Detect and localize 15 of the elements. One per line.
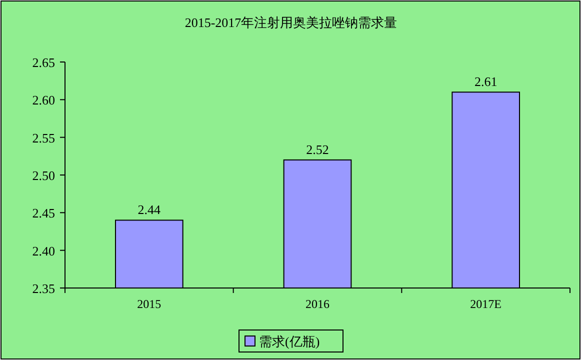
- y-tick-label: 2.55: [32, 130, 55, 146]
- y-tick-label: 2.60: [32, 92, 55, 108]
- data-label: 2.52: [306, 142, 329, 157]
- data-label: 2.61: [474, 74, 498, 90]
- y-tick-label: 2.35: [32, 281, 55, 296]
- legend-label: 需求(亿瓶): [259, 334, 320, 349]
- x-tick-label: 2017E: [470, 297, 502, 311]
- x-tick-label: 2016: [306, 297, 330, 311]
- chart-title: 2015-2017年注射用奥美拉唑钠需求量: [184, 15, 398, 30]
- y-tick-label: 2.50: [32, 168, 55, 183]
- y-tick-label: 2.40: [32, 243, 55, 258]
- y-tick-label: 2.65: [32, 55, 55, 70]
- y-tick-label: 2.45: [32, 206, 55, 221]
- data-label: 2.44: [138, 202, 162, 218]
- x-tick-label: 2015: [137, 297, 162, 311]
